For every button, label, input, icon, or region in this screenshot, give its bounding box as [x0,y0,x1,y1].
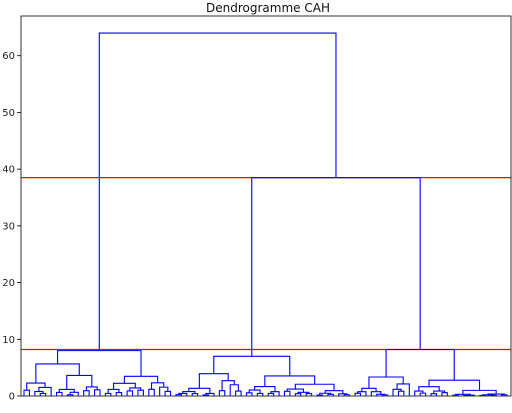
dendrogram-link [397,390,405,396]
dendrogram-link [385,348,455,381]
dendrogram-link [175,394,182,396]
dendrogram-link [324,390,344,394]
dendrogram-link [264,375,316,387]
dendrogram-link [107,388,120,394]
dendrogram-link [164,390,172,396]
dendrogram-link [98,32,337,351]
dendrogram-link [188,387,211,394]
dendrogram-link [283,390,291,396]
dendrogram-link [26,382,46,391]
dendrogram-link [248,389,261,394]
y-tick-label: 60 [2,51,15,62]
dendrogram-link [361,387,377,392]
y-tick-label: 50 [2,108,15,119]
dendrogram-link [428,379,481,391]
dendrogram-link [235,390,242,396]
dendrogram-link [23,389,30,396]
y-axis: 0 10 20 30 40 50 60 [2,51,21,403]
dendrogram-link [56,391,63,396]
y-tick-label: 40 [2,165,15,176]
dendrogram-link [452,394,459,396]
dendrogram-link [294,383,335,391]
dendrogram-link [94,389,101,396]
dendrogram-link [368,376,404,389]
y-tick-label: 30 [2,221,15,232]
dendrogram-link [137,389,144,396]
y-tick-label: 0 [9,392,15,403]
plot-frame [20,15,512,397]
dendrogram-link [305,392,313,396]
dendrogram-link [150,382,165,390]
dendrogram-link [267,392,275,396]
dendrogram-link [245,392,253,396]
dendrogram-link [34,390,44,396]
cut-lines [21,176,511,351]
dendrogram-link [35,363,80,384]
dendrogram-link [482,394,494,396]
dendrogram-link [501,394,508,396]
dendrogram-link [479,394,486,396]
dendrogram-link [123,375,159,384]
dendrogram-link [465,394,475,396]
dendrogram-link [229,384,239,396]
dendrogram-link [316,394,324,396]
dendrogram-link [256,392,264,396]
dendrogram-link [270,391,280,396]
dendrogram-link [254,385,276,392]
dendrogram-link [370,391,382,396]
dendrogram-link [83,390,90,396]
dendrogram-link [191,392,199,396]
dendrogram-link [126,390,134,396]
chart-title: Dendrogramme CAH [206,1,330,15]
dendrogram-link [218,390,226,396]
dendrogram-link [221,380,235,391]
dendrogram-link [419,392,427,396]
dendrogram-link [112,382,136,390]
dendrogram-link [357,391,367,396]
dendrogram-link [251,177,421,357]
dendrogram-link [430,393,437,396]
dendrogram-link [213,355,291,376]
dendrogram-link [178,392,188,396]
y-tick-label: 20 [2,278,15,289]
dendrogram-links [23,32,508,397]
dendrogram-link [418,386,440,392]
dendrogram-link [39,392,47,396]
dendrogram-link [148,388,155,396]
dendrogram-link [354,392,362,396]
dendrogram-link [441,392,448,396]
y-tick-label: 10 [2,335,15,346]
dendrogram-link [392,388,402,396]
dendrogram-link [57,350,142,377]
dendrogram-link [69,391,79,396]
dendrogram-link [115,392,123,396]
